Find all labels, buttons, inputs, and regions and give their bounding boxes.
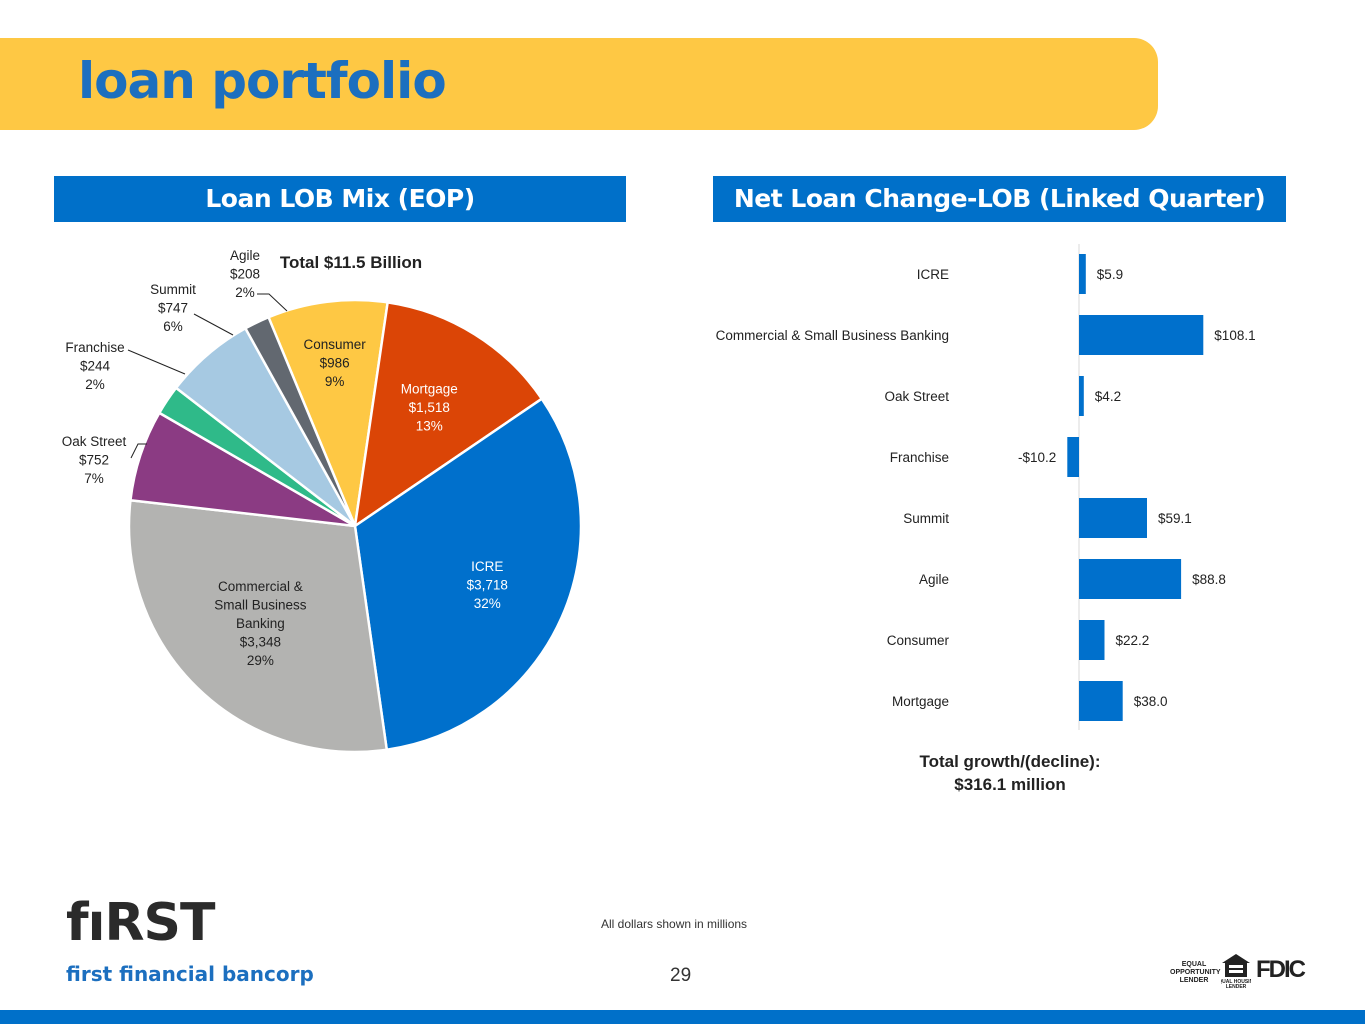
net-change-heading: Net Loan Change-LOB (Linked Quarter): [713, 176, 1286, 222]
bar-value-consumer: $22.2: [1116, 633, 1150, 648]
pie-label-mortgage: Mortgage $1,518 13%: [401, 382, 458, 434]
pie-label-commercial-small-business-banking: Commercial & Small Business Banking $3,348 2…: [214, 579, 307, 668]
bar-category-summit: Summit: [903, 511, 949, 526]
pie-label-consumer: Consumer $986 9%: [303, 337, 366, 389]
title-band: [0, 38, 1158, 130]
bar-category-mortgage: Mortgage: [892, 694, 949, 709]
leader-line-summit: [193, 313, 234, 336]
pie-slice-agile: [243, 315, 357, 527]
leader-line-franchise: [127, 349, 186, 375]
company-logo: fıRST: [66, 893, 215, 953]
leader-line-oak-street: [130, 443, 147, 459]
bar-value-mortgage: $38.0: [1134, 694, 1168, 709]
bar-value-franchise: -$10.2: [1018, 450, 1056, 465]
pie-total-label: Total $11.5 Billion: [280, 253, 422, 272]
bar-value-agile: $88.8: [1192, 572, 1226, 587]
pie-label-agile: Agile $208 2%: [230, 248, 260, 300]
bar-mortgage: [1079, 681, 1123, 721]
company-name: first financial bancorp: [66, 962, 314, 986]
equal-housing-icon: EQUAL HOUSING LENDER: [1221, 954, 1251, 989]
pie-label-icre: ICRE $3,718 32%: [467, 559, 508, 611]
svg-text:LENDER: LENDER: [1226, 984, 1247, 989]
bottom-bar: [0, 1010, 1365, 1024]
page-title: loan portfolio: [78, 52, 447, 110]
leader-line-agile: [257, 293, 288, 312]
pie-slice-icre: [353, 397, 583, 752]
svg-text:EQUAL HOUSING: EQUAL HOUSING: [1221, 979, 1251, 985]
fdic-badge: FDIC: [1256, 956, 1306, 983]
bar-icre: [1079, 254, 1086, 294]
total-growth-value: $316.1 million: [954, 775, 1066, 794]
loan-mix-heading: Loan LOB Mix (EOP): [54, 176, 626, 222]
bar-value-commercial-small-business-banking: $108.1: [1214, 328, 1255, 343]
bar-franchise: [1067, 437, 1079, 477]
bar-category-franchise: Franchise: [890, 450, 949, 465]
footnote: All dollars shown in millions: [601, 917, 748, 931]
bar-category-consumer: Consumer: [887, 633, 950, 648]
bar-oak-street: [1079, 376, 1084, 416]
total-growth: Total growth/(decline): $316.1 million: [900, 750, 1120, 800]
pie-slice-consumer: [266, 298, 390, 531]
bar-value-icre: $5.9: [1097, 267, 1123, 282]
bar-category-oak-street: Oak Street: [884, 389, 949, 404]
bar-consumer: [1079, 620, 1105, 660]
pie-label-summit: Summit $747 6%: [150, 282, 196, 334]
bar-category-icre: ICRE: [917, 267, 949, 282]
pie-label-franchise: Franchise $244 2%: [65, 340, 124, 392]
pie-label-oak-street: Oak Street $752 7%: [62, 434, 127, 486]
bar-category-agile: Agile: [919, 572, 949, 587]
page-number: 29: [670, 965, 692, 986]
bar-summit: [1079, 498, 1147, 538]
equal-opportunity-badge: EQUAL OPPORTUNITY LENDER: [1170, 961, 1221, 984]
bar-value-oak-street: $4.2: [1095, 389, 1121, 404]
bar-agile: [1079, 559, 1182, 599]
pie-slice-mortgage: [353, 300, 544, 529]
pie-slice-commercial-small-business-banking: [127, 498, 389, 754]
bar-commercial-small-business-banking: [1079, 315, 1204, 355]
total-growth-label: Total growth/(decline):: [919, 752, 1101, 771]
bar-value-summit: $59.1: [1158, 511, 1192, 526]
bar-category-commercial-small-business-banking: Commercial & Small Business Banking: [716, 328, 949, 343]
